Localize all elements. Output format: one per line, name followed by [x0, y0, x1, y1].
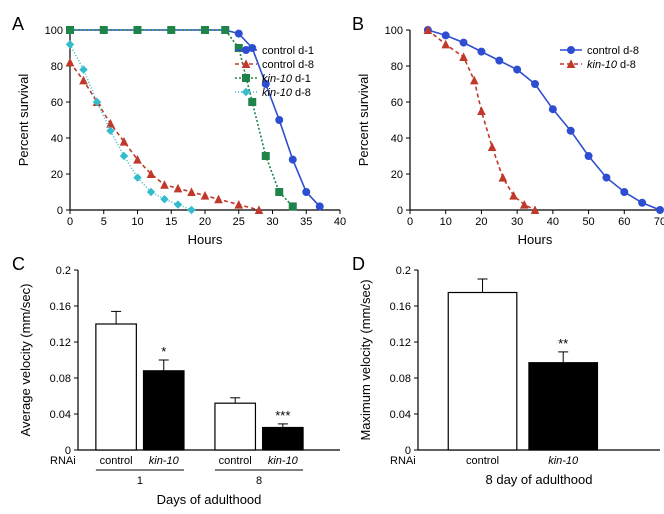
svg-text:70: 70: [654, 216, 664, 228]
svg-text:15: 15: [165, 216, 177, 228]
svg-text:0.2: 0.2: [56, 265, 71, 277]
svg-text:20: 20: [391, 169, 403, 181]
panel-d-label: D: [352, 254, 365, 275]
svg-text:20: 20: [199, 216, 211, 228]
svg-text:40: 40: [391, 133, 403, 145]
svg-text:control: control: [100, 455, 133, 467]
svg-text:Maximum velocity (mm/sec): Maximum velocity (mm/sec): [358, 279, 373, 440]
svg-text:25: 25: [233, 216, 245, 228]
svg-text:0: 0: [397, 205, 403, 217]
svg-text:RNAi: RNAi: [390, 455, 416, 467]
svg-text:20: 20: [51, 169, 63, 181]
svg-text:0.04: 0.04: [390, 409, 411, 421]
svg-text:35: 35: [300, 216, 312, 228]
svg-text:*: *: [161, 344, 166, 359]
svg-text:60: 60: [618, 216, 630, 228]
svg-text:RNAi: RNAi: [50, 455, 76, 467]
svg-text:1: 1: [137, 475, 143, 487]
svg-text:control d-8: control d-8: [262, 59, 314, 71]
figure-grid: A 0510152025303540020406080100HoursPerce…: [10, 10, 654, 510]
panel-d-chart: 00.040.080.120.160.2Maximum velocity (mm…: [350, 250, 664, 510]
svg-text:10: 10: [440, 216, 452, 228]
svg-text:control: control: [219, 455, 252, 467]
svg-text:Percent survival: Percent survival: [16, 74, 31, 167]
svg-text:0.04: 0.04: [50, 409, 71, 421]
svg-text:100: 100: [385, 25, 403, 37]
panel-c-chart: 00.040.080.120.160.2Average velocity (mm…: [10, 250, 350, 510]
svg-text:0.16: 0.16: [50, 301, 71, 313]
svg-text:***: ***: [275, 408, 290, 423]
panel-c: C 00.040.080.120.160.2Average velocity (…: [10, 250, 350, 510]
panel-c-label: C: [12, 254, 25, 275]
svg-text:Days of adulthood: Days of adulthood: [157, 492, 262, 507]
svg-text:0.12: 0.12: [50, 337, 71, 349]
svg-text:Hours: Hours: [188, 232, 223, 247]
svg-text:0.08: 0.08: [50, 373, 71, 385]
svg-text:30: 30: [511, 216, 523, 228]
svg-text:8 day of adulthood: 8 day of adulthood: [486, 472, 593, 487]
svg-text:0.12: 0.12: [390, 337, 411, 349]
panel-b-label: B: [352, 14, 364, 35]
svg-text:kin-10 d-8: kin-10 d-8: [262, 87, 311, 99]
svg-text:control d-1: control d-1: [262, 45, 314, 57]
svg-text:**: **: [558, 336, 568, 351]
svg-text:40: 40: [547, 216, 559, 228]
panel-a-label: A: [12, 14, 24, 35]
panel-b: B 0 10 20 30 40 50 60 70 0 20 40 60 80 100 Hours Percen…: [350, 10, 664, 250]
svg-text:80: 80: [51, 61, 63, 73]
svg-text:0: 0: [57, 205, 63, 217]
svg-text:kin-10: kin-10: [149, 455, 180, 467]
panel-d: D 00.040.080.120.160.2Maximum velocity (…: [350, 250, 664, 510]
svg-text:10: 10: [131, 216, 143, 228]
svg-text:8: 8: [256, 475, 262, 487]
svg-text:40: 40: [334, 216, 346, 228]
svg-text:0: 0: [407, 216, 413, 228]
svg-text:kin-10 d-8: kin-10 d-8: [587, 59, 636, 71]
svg-text:Percent survival: Percent survival: [356, 74, 371, 167]
svg-text:0.2: 0.2: [396, 265, 411, 277]
svg-text:40: 40: [51, 133, 63, 145]
panel-a: A 0 5 10 15 20 25 30 35 40 0 20 40 60 80 100 Hours Perce…: [10, 10, 350, 250]
svg-text:Hours: Hours: [518, 232, 553, 247]
svg-text:30: 30: [266, 216, 278, 228]
svg-text:5: 5: [101, 216, 107, 228]
svg-text:0.16: 0.16: [390, 301, 411, 313]
panel-b-chart: 0 10 20 30 40 50 60 70 0 20 40 60 80 100 Hours Percent …: [350, 10, 664, 250]
svg-text:Average velocity (mm/sec): Average velocity (mm/sec): [18, 284, 33, 437]
svg-text:0.08: 0.08: [390, 373, 411, 385]
svg-text:kin-10 d-1: kin-10 d-1: [262, 73, 311, 85]
panel-a-chart: 0 5 10 15 20 25 30 35 40 0 20 40 60 80 100 Hours Percent…: [10, 10, 350, 250]
svg-text:60: 60: [391, 97, 403, 109]
svg-text:kin-10: kin-10: [268, 455, 299, 467]
svg-text:100: 100: [45, 25, 63, 37]
svg-text:50: 50: [582, 216, 594, 228]
svg-text:20: 20: [475, 216, 487, 228]
svg-text:80: 80: [391, 61, 403, 73]
svg-text:0: 0: [67, 216, 73, 228]
svg-text:60: 60: [51, 97, 63, 109]
svg-text:kin-10: kin-10: [548, 455, 579, 467]
svg-text:control d-8: control d-8: [587, 45, 639, 57]
svg-text:control: control: [466, 455, 499, 467]
